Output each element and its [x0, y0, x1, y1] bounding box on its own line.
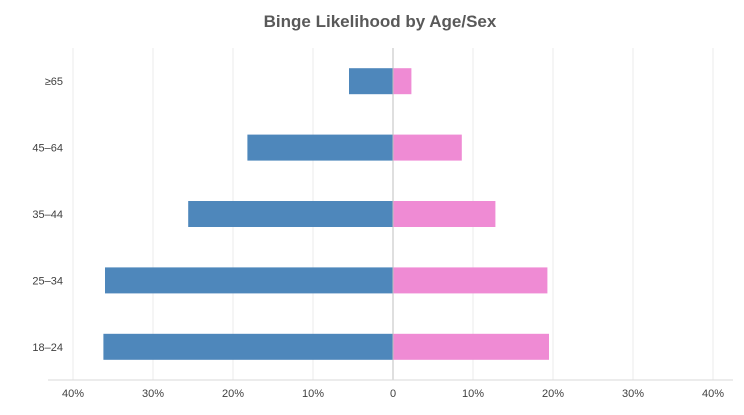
category-label: 25–34 [32, 275, 63, 287]
bar-right-≥65 [393, 68, 412, 95]
bar-left-18–24 [103, 333, 394, 360]
x-tick-label: 10% [302, 388, 324, 400]
x-tick-label: 20% [542, 388, 564, 400]
bar-right-18–24 [393, 333, 549, 360]
x-tick-label: 40% [702, 388, 724, 400]
axis-lines [48, 48, 733, 381]
category-label: 18–24 [32, 342, 63, 354]
bars [103, 68, 549, 360]
bar-right-35–44 [393, 201, 496, 227]
x-tick-label: 30% [142, 388, 164, 400]
x-tick-label: 40% [62, 388, 84, 400]
category-label: ≥65 [45, 76, 63, 88]
bar-left-25–34 [105, 267, 393, 294]
bar-right-45–64 [393, 134, 462, 161]
x-tick-label: 0 [390, 388, 396, 400]
x-tick-label: 30% [622, 388, 644, 400]
x-tick-labels: 40% 30% 20% 10% 0 10% 20% 30% 40% [62, 388, 724, 400]
x-tick-label: 20% [222, 388, 244, 400]
category-label: 45–64 [32, 143, 63, 155]
bar-left-45–64 [247, 134, 393, 161]
x-tick-label: 10% [462, 388, 484, 400]
category-label: 35–44 [32, 209, 63, 221]
category-labels: 18–24 25–34 35–44 45–64 ≥65 [32, 76, 63, 354]
chart-title: Binge Likelihood by Age/Sex [264, 12, 497, 31]
bar-left-35–44 [188, 201, 393, 227]
bar-left-≥65 [349, 68, 393, 95]
bar-right-25–34 [393, 267, 548, 294]
